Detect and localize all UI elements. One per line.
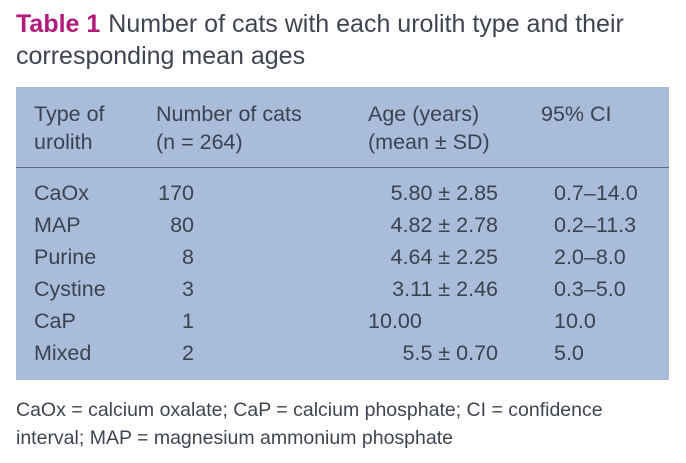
cell-type: MAP: [34, 213, 81, 237]
header-age-line2: (mean ± SD): [368, 130, 490, 154]
cell-type: Mixed: [34, 341, 92, 365]
cell-count: 8: [182, 245, 194, 269]
header-age: Age (years) (mean ± SD): [368, 100, 490, 156]
header-count: Number of cats (n = 264): [156, 100, 302, 156]
cell-count: 1: [182, 309, 194, 333]
cell-count: 3: [182, 277, 194, 301]
cell-age: 3.11 ± 2.46: [392, 277, 498, 301]
cell-ci: 2.0–8.0: [554, 245, 626, 269]
header-age-line1: Age (years): [368, 102, 480, 126]
table-caption: Table 1 Number of cats with each urolith …: [16, 8, 676, 72]
cell-age: 4.82 ± 2.78: [390, 213, 498, 237]
header-type-line2: urolith: [34, 130, 93, 154]
cell-ci: 10.0: [554, 309, 596, 333]
cell-count: 2: [182, 341, 194, 365]
cell-ci: 0.2–11.3: [554, 213, 637, 237]
cell-type: CaOx: [34, 181, 89, 205]
cell-age: 4.64 ± 2.25: [390, 245, 498, 269]
cell-age: 5.5 ± 0.70: [402, 341, 498, 365]
cell-type: Purine: [34, 245, 97, 269]
table-row: Mixed 2 5.5 ± 0.70 5.0: [16, 337, 669, 369]
header-count-line1: Number of cats: [156, 102, 302, 126]
table-label: Table 1: [16, 10, 101, 38]
table-row: MAP 80 4.82 ± 2.78 0.2–11.3: [16, 209, 669, 241]
header-ci-label: 95% CI: [541, 102, 612, 126]
header-ci: 95% CI: [541, 100, 612, 128]
table-row: Purine 8 4.64 ± 2.25 2.0–8.0: [16, 241, 669, 273]
cell-ci: 0.7–14.0: [554, 181, 638, 205]
header-count-line2: (n = 264): [156, 130, 243, 154]
cell-ci: 0.3–5.0: [554, 277, 626, 301]
cell-age: 10.00: [368, 309, 422, 333]
cell-count: 170: [158, 181, 194, 205]
cell-type: CaP: [34, 309, 76, 333]
cell-count: 80: [170, 213, 194, 237]
table-row: CaP 1 10.00 10.0: [16, 305, 669, 337]
data-table: Type of urolith Number of cats (n = 264)…: [16, 87, 669, 380]
cell-ci: 5.0: [554, 341, 584, 365]
table-row: Cystine 3 3.11 ± 2.46 0.3–5.0: [16, 273, 669, 305]
table-row: CaOx 170 5.80 ± 2.85 0.7–14.0: [16, 177, 669, 209]
header-divider: [16, 167, 669, 168]
cell-age: 5.80 ± 2.85: [390, 181, 498, 205]
table-caption-text: Number of cats with each urolith type an…: [16, 10, 624, 70]
header-type-line1: Type of: [34, 102, 105, 126]
header-type: Type of urolith: [34, 100, 105, 156]
cell-type: Cystine: [34, 277, 106, 301]
table-footnote: CaOx = calcium oxalate; CaP = calcium ph…: [16, 399, 603, 449]
